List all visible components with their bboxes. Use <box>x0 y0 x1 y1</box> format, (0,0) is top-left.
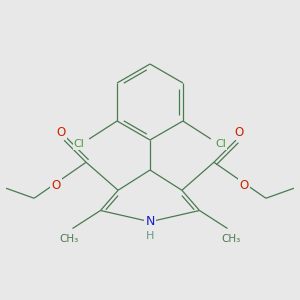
Text: O: O <box>52 179 61 192</box>
Text: O: O <box>234 126 244 139</box>
Text: O: O <box>56 126 66 139</box>
Text: Cl: Cl <box>74 139 85 149</box>
Text: CH₃: CH₃ <box>59 233 78 244</box>
Text: O: O <box>239 179 248 192</box>
Text: H: H <box>146 231 154 241</box>
Text: N: N <box>145 215 155 228</box>
Text: CH₃: CH₃ <box>222 233 241 244</box>
Text: Cl: Cl <box>215 139 226 149</box>
